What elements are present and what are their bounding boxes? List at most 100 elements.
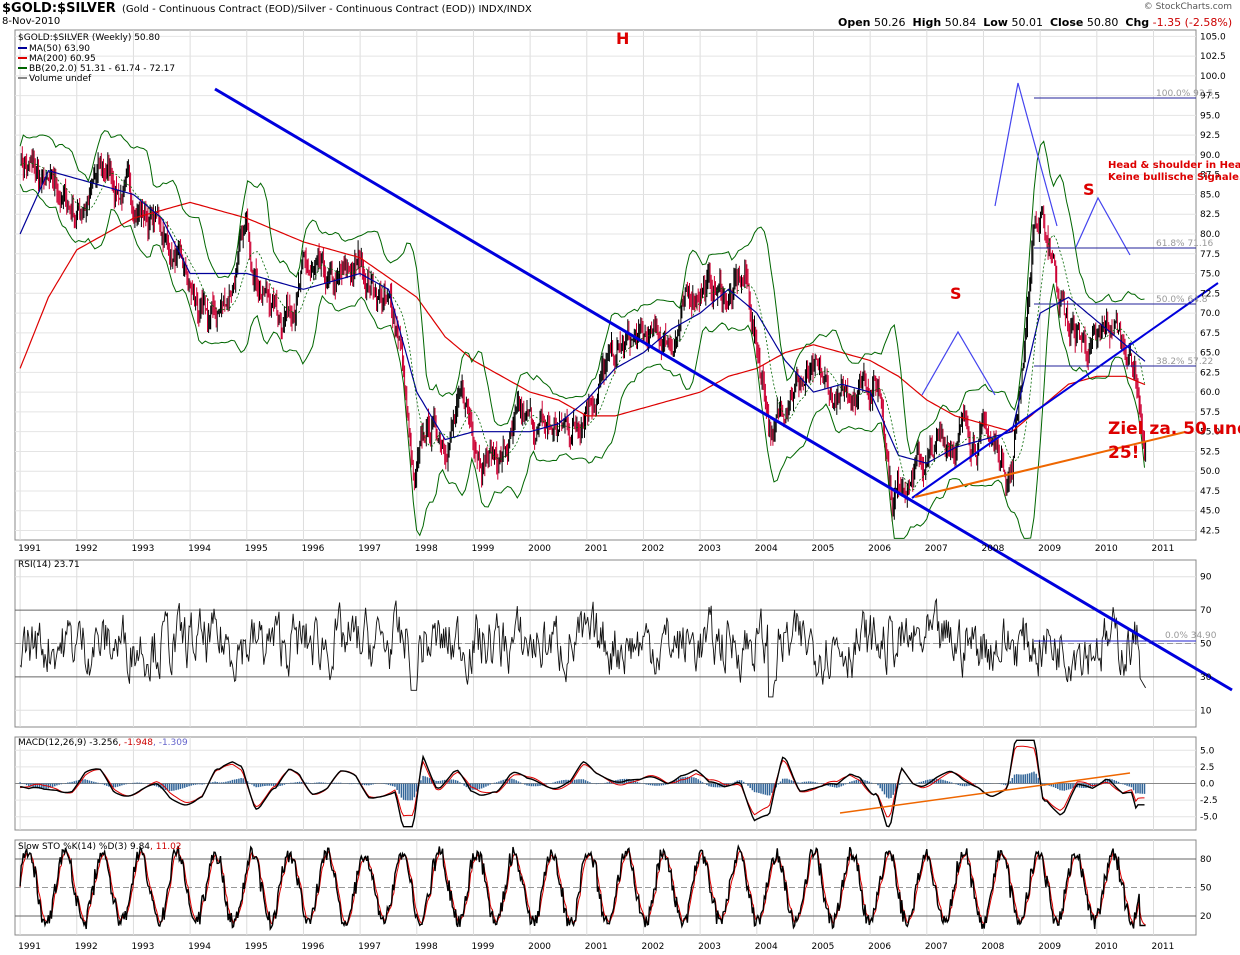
chart-description: (Gold - Continuous Contract (EOD)/Silver…: [122, 4, 532, 15]
x-tick-label: 1992: [75, 942, 98, 952]
macd-title-part: -3.256: [86, 738, 118, 748]
annotation-text: 25!: [1108, 443, 1139, 463]
y-tick-label: 5.0: [1200, 746, 1215, 756]
y-tick-label: 42.5: [1200, 527, 1220, 537]
open-value: 50.26: [874, 16, 906, 29]
price-bars-up: [20, 148, 1147, 520]
y-tick-label: 87.5: [1200, 171, 1220, 181]
macd-title-part: MACD(12,26,9): [18, 738, 86, 748]
y-tick-label: 77.5: [1200, 250, 1220, 260]
x-tick-label: 1993: [131, 544, 154, 554]
fib-level-label: 61.8% 71.16: [1156, 239, 1213, 249]
x-tick-label: 1998: [415, 544, 438, 554]
low-label: Low: [983, 16, 1008, 29]
y-tick-label: 82.5: [1200, 210, 1220, 220]
y-tick-label: 30: [1200, 673, 1212, 683]
legend-entry: MA(200) 60.95: [29, 54, 96, 64]
y-tick-label: 20: [1200, 912, 1212, 922]
x-tick-label: 2004: [755, 544, 778, 554]
sto-panel-title: Slow STO %K(14) %D(3) 9.84, 11.02: [18, 842, 182, 852]
x-tick-label: 2003: [698, 544, 721, 554]
x-tick-label: 1994: [188, 544, 211, 554]
high-value: 50.84: [944, 16, 977, 29]
high-label: High: [912, 16, 942, 29]
y-tick-label: 10: [1200, 706, 1212, 716]
sto-title-part: , 11.02: [150, 842, 182, 852]
bollinger-lower: [19, 183, 1145, 539]
y-tick-label: 90.0: [1200, 151, 1220, 161]
long-downtrend-line: [214, 87, 1233, 692]
price-bars-down: [21, 146, 1145, 522]
y-tick-label: -5.0: [1200, 813, 1218, 823]
x-tick-label: 2011: [1151, 544, 1174, 554]
x-tick-label: 1995: [245, 544, 268, 554]
rsi-reference-label: 0.0% 34.90: [1165, 631, 1217, 641]
annotation-text: Ziel za. 50 und: [1108, 419, 1240, 439]
y-tick-label: 75.0: [1200, 270, 1220, 280]
chart-labels: 1991 1991 1992 1992 1993 1993 1994 1994 1995 1995…: [18, 29, 1240, 952]
y-tick-label: 70: [1200, 606, 1212, 616]
ma50-line: [19, 169, 1146, 464]
legend-entry: Volume undef: [29, 74, 92, 84]
sto-title-part: 9.84: [127, 842, 150, 852]
left-shoulder-sketch: [921, 330, 996, 396]
y-tick-label: 100.0: [1200, 72, 1226, 82]
panel-frames: [14, 29, 1197, 936]
x-tick-label: 1994: [188, 942, 211, 952]
right-shoulder-sketch: [1075, 196, 1131, 256]
head-sketch: [994, 82, 1058, 227]
y-tick-label: 95.0: [1200, 111, 1220, 121]
x-tick-label: 1997: [358, 942, 381, 952]
y-tick-label: 102.5: [1200, 52, 1226, 62]
x-tick-label: 1999: [471, 544, 494, 554]
panel-frame-0: [14, 29, 1197, 541]
x-tick-label: 2000: [528, 544, 551, 554]
x-tick-label: 2006: [868, 544, 891, 554]
x-tick-label: 2009: [1038, 544, 1061, 554]
x-tick-label: 1997: [358, 544, 381, 554]
annotation-text: S: [1083, 180, 1095, 199]
y-tick-label: 65.0: [1200, 349, 1220, 359]
y-tick-label: 47.5: [1200, 487, 1220, 497]
sto-d-line: [19, 847, 1146, 927]
y-tick-label: 97.5: [1200, 92, 1220, 102]
y-tick-label: 67.5: [1200, 329, 1220, 339]
open-label: Open: [838, 16, 871, 29]
x-tick-label: 1991: [18, 544, 41, 554]
x-tick-label: 2005: [811, 942, 834, 952]
fib-level-label: 50.0% 64.8: [1156, 295, 1208, 305]
x-tick-label: 1996: [301, 942, 324, 952]
y-tick-label: 52.5: [1200, 447, 1220, 457]
price-panel-title: $GOLD:$SILVER (Weekly) 50.80: [18, 33, 160, 43]
x-tick-label: 2009: [1038, 942, 1061, 952]
close-label: Close: [1049, 16, 1084, 29]
y-tick-label: 45.0: [1200, 507, 1220, 517]
data-series: [19, 130, 1147, 931]
y-tick-label: 60.0: [1200, 388, 1220, 398]
macd-orange-trendline: [839, 772, 1131, 814]
y-tick-label: 92.5: [1200, 131, 1220, 141]
y-tick-label: 80.0: [1200, 230, 1220, 240]
legend-entry: MA(50) 63.90: [29, 44, 90, 54]
macd-title-part: , -1.948: [118, 738, 153, 748]
x-tick-label: 2007: [925, 544, 948, 554]
x-tick-label: 2003: [698, 942, 721, 952]
macd-panel-title: MACD(12,26,9) -3.256, -1.948, -1.309: [18, 738, 188, 748]
y-tick-label: 80: [1200, 855, 1212, 865]
x-tick-label: 1993: [131, 942, 154, 952]
y-tick-label: 50: [1200, 640, 1212, 650]
y-tick-label: 85.0: [1200, 190, 1220, 200]
orange-target-line: [914, 431, 1186, 498]
x-tick-label: 1999: [471, 942, 494, 952]
macd-line: [20, 739, 1145, 828]
legend-entry: BB(20,2.0) 51.31 - 61.74 - 72.17: [29, 64, 175, 74]
x-tick-label: 1996: [301, 544, 324, 554]
y-tick-label: 70.0: [1200, 309, 1220, 319]
annotation-text: S: [950, 284, 962, 303]
x-tick-label: 2008: [981, 942, 1004, 952]
y-tick-label: 2.5: [1200, 763, 1214, 773]
sto-k-line: [19, 844, 1146, 931]
y-tick-label: 105.0: [1200, 32, 1226, 42]
stockcharts-credit[interactable]: © StockCharts.com: [1143, 2, 1232, 12]
